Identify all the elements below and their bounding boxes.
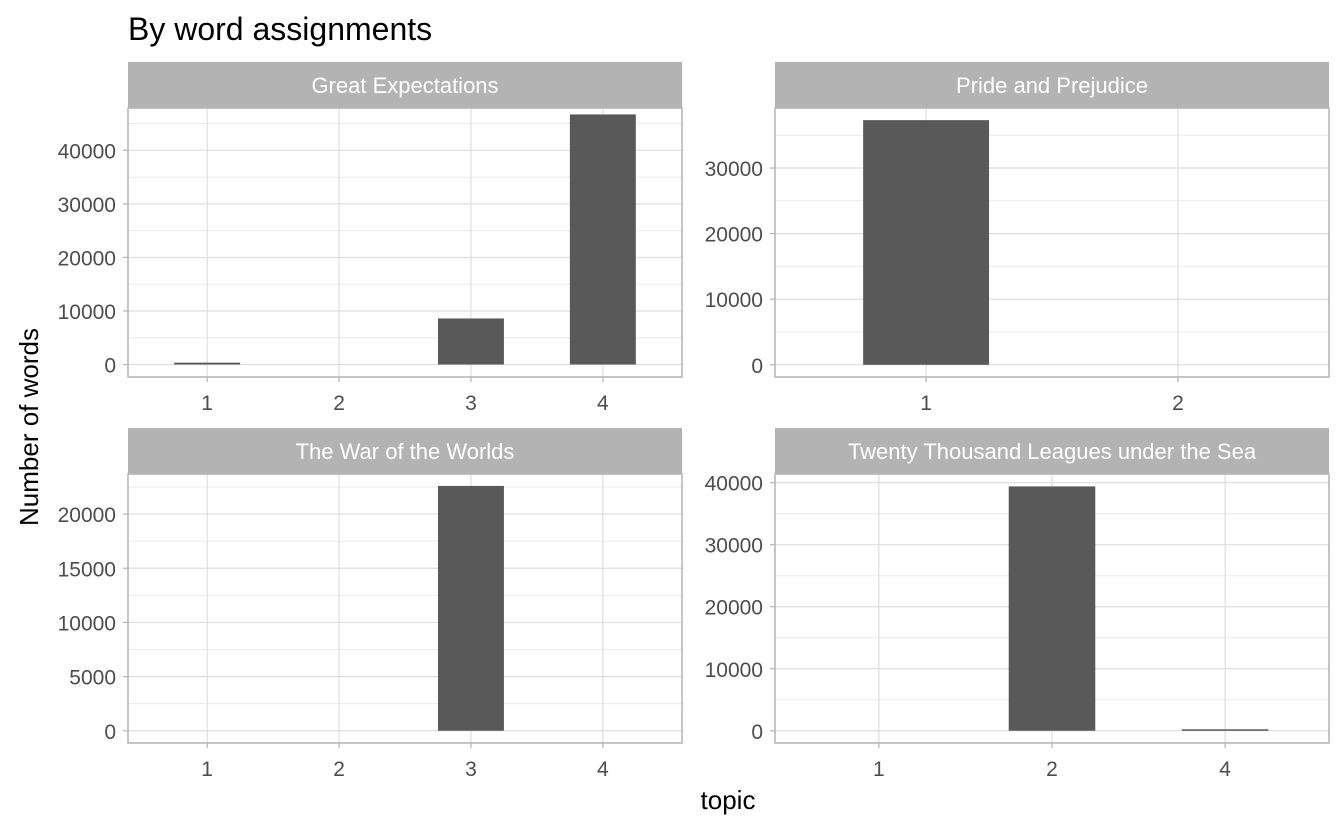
y-tick-label: 10000 bbox=[58, 301, 116, 324]
facet-strip-label: Great Expectations bbox=[311, 73, 498, 98]
bar bbox=[1181, 729, 1269, 731]
facet-strip-label: The War of the Worlds bbox=[296, 439, 515, 464]
y-tick-label: 5000 bbox=[69, 667, 116, 690]
x-tick-label: 1 bbox=[920, 392, 932, 415]
bar bbox=[437, 318, 504, 365]
x-tick-label: 4 bbox=[1219, 758, 1231, 781]
x-axis-label: topic bbox=[701, 785, 756, 815]
x-tick-label: 1 bbox=[201, 758, 213, 781]
y-tick-label: 10000 bbox=[705, 289, 763, 312]
x-tick-label: 3 bbox=[465, 392, 477, 415]
panel-background bbox=[128, 474, 682, 743]
y-tick-label: 10000 bbox=[705, 659, 763, 682]
facet-panel: Pride and Prejudice 0 10000 20000 30000 1 2 bbox=[705, 62, 1330, 415]
y-tick-label: 10000 bbox=[58, 612, 116, 635]
x-tick-label: 2 bbox=[1046, 758, 1058, 781]
facet-panel: The War of the Worlds 0 5000 10000 15000 2000… bbox=[58, 428, 683, 781]
facet-strip-label: Twenty Thousand Leagues under the Sea bbox=[848, 439, 1257, 464]
facet-strip bbox=[775, 428, 1329, 474]
x-tick-label: 4 bbox=[597, 392, 609, 415]
x-tick-label: 2 bbox=[333, 758, 345, 781]
facet-strip-label: Pride and Prejudice bbox=[956, 73, 1148, 98]
y-tick-label: 0 bbox=[751, 355, 763, 378]
y-tick-label: 20000 bbox=[705, 597, 763, 620]
y-axis-label: Number of words bbox=[14, 328, 44, 526]
x-tick-label: 2 bbox=[333, 392, 345, 415]
x-tick-label: 4 bbox=[597, 758, 609, 781]
y-tick-label: 20000 bbox=[705, 224, 763, 247]
y-tick-label: 30000 bbox=[58, 194, 116, 217]
bar bbox=[1008, 486, 1096, 731]
x-tick-label: 1 bbox=[201, 392, 213, 415]
facet-strip bbox=[775, 62, 1329, 108]
facet-panel: Great Expectations 0 10000 20000 30000 40000 1… bbox=[58, 62, 683, 415]
facet-strip bbox=[128, 62, 682, 108]
panel-background bbox=[775, 108, 1329, 377]
facet-strip bbox=[128, 428, 682, 474]
bar bbox=[437, 485, 504, 731]
y-tick-label: 20000 bbox=[58, 247, 116, 270]
facet-panels: Great Expectations 0 10000 20000 30000 40000 1… bbox=[58, 62, 1330, 781]
y-tick-label: 15000 bbox=[58, 558, 116, 581]
bar bbox=[863, 120, 990, 365]
chart-title: By word assignments bbox=[128, 11, 432, 47]
y-tick-label: 0 bbox=[751, 721, 763, 744]
y-tick-label: 30000 bbox=[705, 535, 763, 558]
y-tick-label: 30000 bbox=[705, 158, 763, 181]
y-tick-label: 40000 bbox=[705, 473, 763, 496]
x-tick-label: 2 bbox=[1172, 392, 1184, 415]
x-tick-label: 3 bbox=[465, 758, 477, 781]
y-tick-label: 40000 bbox=[58, 140, 116, 163]
facet-panel: Twenty Thousand Leagues under the Sea 0 10… bbox=[705, 428, 1330, 781]
bar bbox=[569, 114, 636, 365]
y-tick-label: 0 bbox=[104, 355, 116, 378]
y-tick-label: 0 bbox=[104, 721, 116, 744]
bar bbox=[174, 362, 241, 365]
x-tick-label: 1 bbox=[873, 758, 885, 781]
y-tick-label: 20000 bbox=[58, 504, 116, 527]
